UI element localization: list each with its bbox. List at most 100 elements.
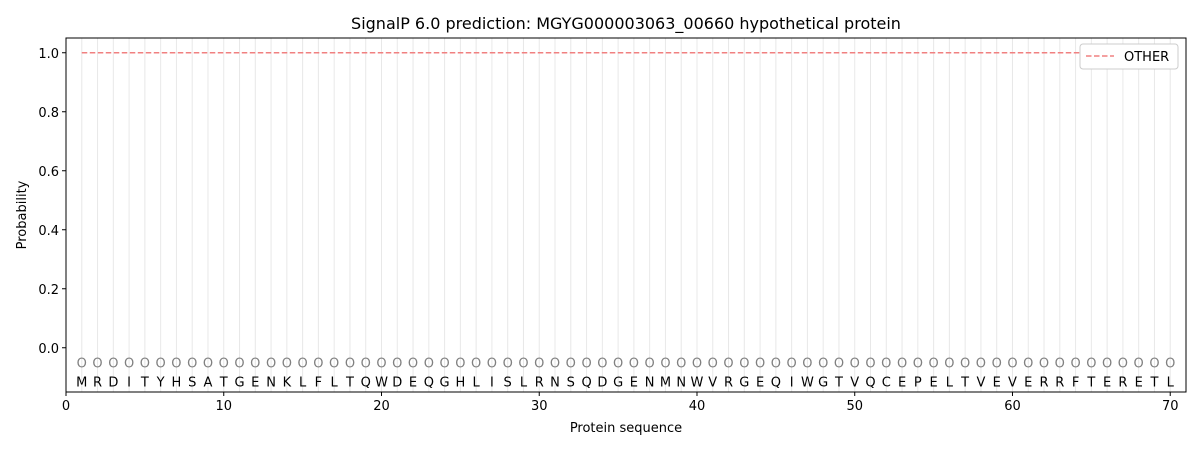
residue-state-label: O [345,357,355,372]
residue-state-label: O [787,357,797,372]
legend-box [1079,43,1179,70]
residue-state-label: O [518,357,528,372]
residue-letter: N [676,375,686,390]
residue-letter: L [299,375,307,390]
residue-state-label: O [944,357,954,372]
residue-state-label: O [266,357,276,372]
residue-state-label: O [645,357,655,372]
residue-state-label: O [976,357,986,372]
residue-letter: G [739,375,749,390]
residue-letter: Q [771,375,781,390]
x-axis-label: Protein sequence [570,421,682,436]
residue-letter: M [660,375,671,390]
residue-state-label: O [1118,357,1128,372]
residue-letter: Q [424,375,434,390]
residue-letter: R [1118,375,1127,390]
residue-letter: G [440,375,450,390]
residue-state-label: O [739,357,749,372]
residue-state-label: O [992,357,1002,372]
residue-state-label: O [156,357,166,372]
residue-state-label: O [928,357,938,372]
residue-state-label: O [77,357,87,372]
residue-letter: T [834,375,843,390]
residue-letter: D [108,375,118,390]
residue-letter: V [976,375,985,390]
residue-state-label: O [376,357,386,372]
residue-letter: R [724,375,733,390]
residue-state-label: O [439,357,449,372]
residue-letter: W [691,375,704,390]
residue-state-label: O [1165,357,1175,372]
residue-state-label: O [1086,357,1096,372]
residue-letter: T [140,375,149,390]
residue-state-label: O [692,357,702,372]
residue-state-label: O [881,357,891,372]
residue-letter: H [455,375,465,390]
residue-letter: S [504,375,512,390]
residue-state-label: O [1134,357,1144,372]
plot-frame [65,37,1187,393]
residue-letter: R [1055,375,1064,390]
residue-letter: G [234,375,244,390]
residue-state-label: O [597,357,607,372]
residue-state-label: O [897,357,907,372]
residue-letter: E [898,375,906,390]
residue-state-label: O [913,357,923,372]
x-tick-label: 40 [689,399,706,414]
residue-letter: Q [361,375,371,390]
residue-letter: K [283,375,292,390]
residue-state-label: O [1102,357,1112,372]
residue-letter: R [1040,375,1049,390]
residue-letter: H [172,375,182,390]
y-tick-label: 0.8 [38,106,59,121]
y-tick-label: 0.0 [38,342,59,357]
residue-letter: E [929,375,937,390]
residue-state-label: O [392,357,402,372]
residue-letter: F [315,375,322,390]
residue-letter: V [850,375,859,390]
residue-state-label: O [329,357,339,372]
y-axis-label: Probability [15,180,30,249]
residue-state-label: O [282,357,292,372]
residue-state-label: O [613,357,623,372]
residue-state-label: O [108,357,118,372]
residue-letter: T [219,375,228,390]
x-tick-label: 70 [1162,399,1179,414]
residue-letter: Y [156,375,165,390]
y-tick-label: 1.0 [38,47,59,62]
residue-letter: D [392,375,402,390]
residue-letter: V [1008,375,1017,390]
residue-state-label: O [503,357,513,372]
residue-letter: W [801,375,814,390]
residue-letter: L [1167,375,1175,390]
residue-state-label: O [455,357,465,372]
residue-letter: L [473,375,481,390]
residue-letter: P [914,375,922,390]
residue-letter: T [1149,375,1158,390]
legend: OTHER [1079,43,1179,70]
x-tick-label: 60 [1004,399,1021,414]
y-tick-label: 0.2 [38,283,59,298]
residue-letter: R [93,375,102,390]
residue-state-label: O [203,357,213,372]
x-tick-label: 50 [846,399,863,414]
residue-letter: L [331,375,339,390]
residue-state-label: O [140,357,150,372]
residue-state-label: O [361,357,371,372]
residue-state-label: O [1149,357,1159,372]
residue-state-label: O [408,357,418,372]
residue-letter: E [1135,375,1143,390]
residue-state-label: O [960,357,970,372]
residue-letter: D [597,375,607,390]
x-tick-label: 20 [373,399,390,414]
residue-letter: N [266,375,276,390]
residue-state-label: O [660,357,670,372]
residue-letter: E [251,375,259,390]
x-tick-label: 30 [531,399,548,414]
residue-state-label: O [313,357,323,372]
residue-state-label: O [1039,357,1049,372]
residue-state-label: O [802,357,812,372]
residue-letter: G [818,375,828,390]
